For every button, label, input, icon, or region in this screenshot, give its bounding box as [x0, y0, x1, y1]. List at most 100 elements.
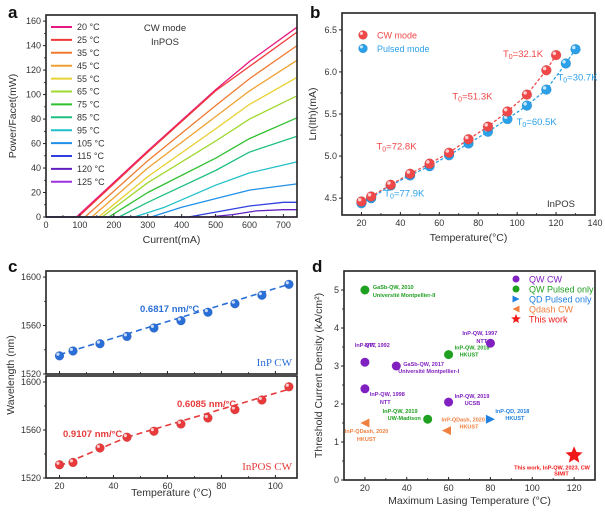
data-point	[257, 395, 267, 405]
legend-label: 35 °C	[77, 48, 100, 58]
data-point	[444, 397, 454, 407]
point-label-institution: UW-Madison	[388, 416, 422, 422]
x-tick-label: 140	[587, 218, 602, 228]
point-label-institution: Université Montpellier-I	[398, 369, 459, 375]
data-point-highlight	[150, 428, 154, 432]
point-label-institution: HKUST	[357, 437, 377, 443]
point-label: GaSb-QW, 2017	[403, 362, 444, 368]
data-point	[485, 338, 495, 348]
y-tick-label: 0	[36, 212, 41, 222]
data-point-highlight	[445, 149, 450, 153]
x-tick-label: 300	[140, 220, 155, 230]
data-point	[257, 290, 267, 300]
x-tick-label: 60	[444, 483, 454, 493]
y-tick-label: 1	[334, 437, 339, 447]
point-label: InP-QW, 1997	[462, 331, 497, 337]
annotation-mode: CW mode	[144, 23, 186, 34]
annotation-t0: T0=77.9K	[384, 188, 425, 200]
legend-label: 85 °C	[77, 113, 100, 123]
data-point-highlight	[523, 102, 527, 106]
y-tick-label: 100	[26, 90, 41, 100]
legend-marker	[358, 30, 368, 40]
data-point	[360, 357, 370, 367]
data-point-highlight	[96, 444, 100, 448]
point-label-institution: NTT	[365, 343, 376, 349]
data-point	[565, 446, 583, 463]
legend-label: 65 °C	[77, 87, 100, 97]
point-label: InP-QW, 1992	[355, 343, 390, 349]
y-tick-label: 4	[334, 323, 339, 333]
x-tick-label: 80	[473, 218, 483, 228]
data-point	[203, 413, 213, 423]
data-point	[360, 285, 370, 295]
data-point	[443, 147, 455, 158]
legend-label: 115 °C	[77, 151, 104, 161]
data-point	[391, 361, 401, 371]
panel-letter-a: a	[8, 3, 18, 22]
y-tick-label: 40	[31, 163, 41, 173]
data-point	[404, 168, 416, 180]
legend-label: This work	[529, 314, 568, 324]
panel-letter-b: b	[310, 3, 320, 22]
point-label: GaSb-QW, 2010	[373, 285, 414, 291]
x-tick-label: 120	[549, 218, 564, 228]
legend-marker	[512, 305, 520, 313]
data-point	[365, 191, 377, 202]
legend-label: 95 °C	[77, 125, 100, 135]
data-point-highlight	[177, 317, 181, 321]
annotation-material: InPOS	[151, 37, 179, 48]
legend-label: CW mode	[377, 31, 417, 41]
panel-c: 1520 1560 1600 InP CW 20 40 60 80 100 1520 1560 160…	[5, 270, 298, 499]
data-point	[423, 414, 433, 424]
data-point-highlight	[552, 51, 557, 56]
data-point	[149, 323, 159, 333]
x-tick-label: 80	[216, 481, 226, 491]
legend-marker	[512, 285, 520, 293]
point-label-institution: UCSB	[465, 401, 481, 407]
x-tick-label: 100	[525, 483, 540, 493]
x-tick-label: 120	[567, 483, 582, 493]
data-point	[550, 49, 562, 61]
data-point	[502, 106, 513, 117]
point-label: InP-QD, 2018	[495, 409, 529, 415]
x-tick-label: 600	[242, 220, 257, 230]
panel-d: GaSb-QW, 2010 Université Montpellier-II In…	[313, 270, 596, 507]
data-point	[360, 418, 370, 428]
legend-label: Qdash CW	[529, 304, 574, 314]
data-point	[541, 84, 552, 95]
annotation-t0: T0=60.5K	[517, 117, 558, 129]
data-point	[203, 307, 213, 317]
data-point-highlight	[562, 60, 566, 64]
data-point-highlight	[56, 352, 60, 356]
data-point	[444, 350, 454, 360]
point-label-institution: HKUST	[460, 353, 480, 359]
data-point	[68, 457, 78, 468]
data-point-highlight	[285, 383, 289, 387]
data-point	[149, 426, 159, 436]
y-tick-label: 1520	[21, 473, 41, 483]
data-point-highlight	[231, 406, 235, 410]
subplot-label: InP CW	[257, 357, 293, 369]
legend-label: 75 °C	[77, 100, 100, 110]
x-tick-label: 400	[174, 220, 189, 230]
x-tick-label: 0	[43, 220, 48, 230]
panel-a: 0 100 200 300 400 500 600 700 0 20 40 60 80 100 120 140…	[7, 14, 298, 246]
y-axis-label: Threshold Current Density (kA/cm²)	[313, 293, 325, 458]
data-point-highlight	[503, 115, 508, 120]
x-tick-label: 100	[72, 220, 87, 230]
data-point-highlight	[542, 86, 547, 90]
data-point	[482, 121, 494, 132]
data-point	[521, 100, 533, 111]
y-tick-label: 0	[334, 475, 339, 485]
annotation-t0: T0=30.7K	[557, 72, 598, 84]
point-label-institution: Université Montpellier-II	[373, 293, 436, 299]
plot-frame-c-lower	[45, 375, 298, 479]
y-axis-label: Power/Facet(mW)	[7, 74, 19, 159]
data-point-highlight	[204, 309, 208, 313]
point-label-institution: NTT	[476, 339, 487, 345]
data-point-highlight	[123, 434, 127, 438]
y-tick-label: 160	[26, 16, 41, 26]
legend-label: QW CW	[529, 274, 562, 284]
legend-marker	[358, 43, 368, 54]
